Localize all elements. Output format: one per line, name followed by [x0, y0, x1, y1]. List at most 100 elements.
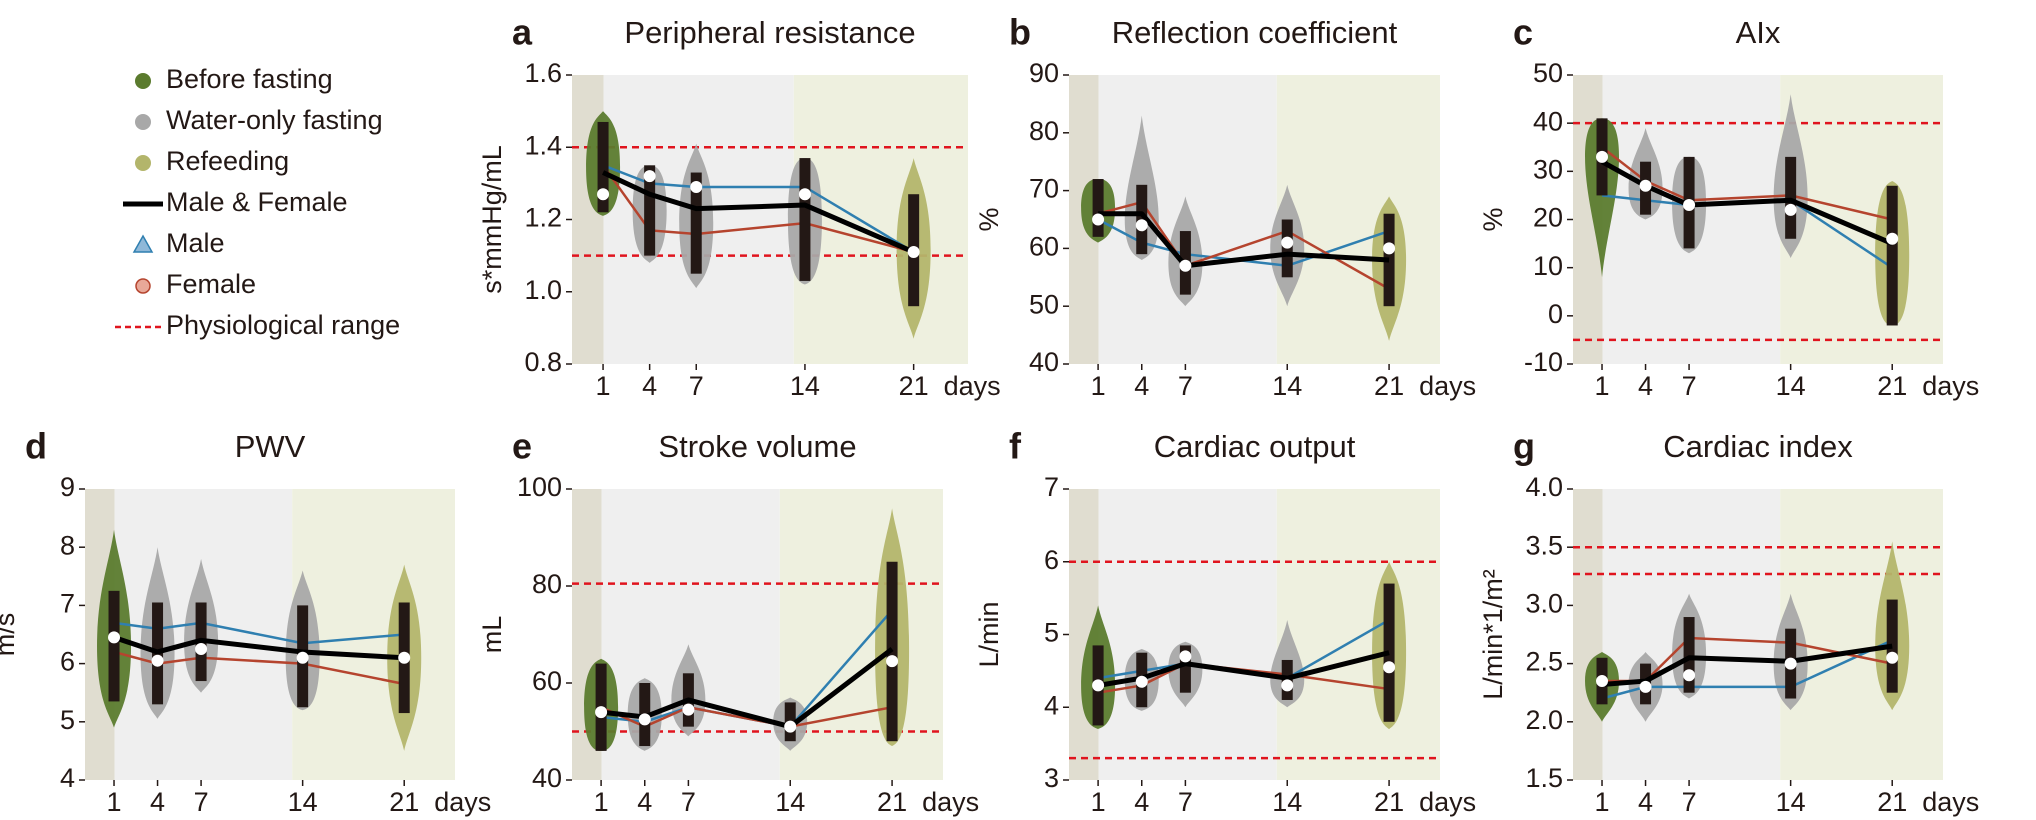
violin — [1585, 118, 1620, 278]
x-tick-label: 21 — [899, 371, 929, 401]
panel: a Peripheral resistance s*mmHg/mL 0.8 1.0 1.2… — [477, 12, 1001, 402]
panel-title: Cardiac index — [1663, 429, 1853, 464]
median-dot — [643, 170, 656, 183]
x-tick-label: 4 — [1134, 371, 1149, 401]
median-dot — [784, 720, 797, 733]
y-axis-label: L/min*1/m² — [1478, 569, 1508, 700]
series-line — [1097, 650, 1390, 688]
x-axis-label: days — [1419, 371, 1476, 401]
median-dot — [195, 643, 208, 656]
x-axis-label: days — [922, 787, 979, 817]
phase-background — [1276, 75, 1440, 364]
y-axis-label: % — [1478, 207, 1508, 231]
panel-title: Peripheral resistance — [624, 15, 915, 50]
median-dot — [638, 713, 651, 726]
y-tick-label: 100 — [517, 472, 562, 502]
x-tick-label: 1 — [107, 787, 122, 817]
y-tick-label: 3 — [1044, 763, 1059, 793]
phase-background — [292, 489, 455, 780]
phase-background — [601, 489, 780, 780]
x-tick-label: 21 — [1877, 371, 1907, 401]
y-tick-label: 5 — [60, 705, 75, 735]
y-tick-label: 8 — [60, 530, 75, 560]
y-tick-label: 60 — [1029, 232, 1059, 262]
legend-marker — [135, 73, 151, 89]
y-tick-label: 5 — [1044, 618, 1059, 648]
median-dot — [1179, 259, 1192, 272]
legend-label: Physiological range — [166, 310, 400, 340]
x-tick-label: 1 — [1595, 371, 1610, 401]
median-dot — [1383, 661, 1396, 674]
x-axis-label: days — [434, 787, 491, 817]
median-dot — [798, 188, 811, 201]
median-dot — [1683, 669, 1696, 682]
phase-background — [1276, 489, 1440, 780]
y-tick-label: 3.5 — [1525, 530, 1563, 560]
median-dot — [682, 703, 695, 716]
y-axis-label: % — [974, 207, 1004, 231]
y-tick-label: 60 — [532, 666, 562, 696]
x-tick-label: 1 — [596, 371, 611, 401]
panel-title: PWV — [235, 429, 306, 464]
panel-title: Stroke volume — [658, 429, 856, 464]
y-tick-label: 2.0 — [1525, 705, 1563, 735]
median-dot — [1886, 232, 1899, 245]
median-dot — [1683, 199, 1696, 212]
y-tick-label: 4.0 — [1525, 472, 1563, 502]
x-tick-label: 7 — [194, 787, 209, 817]
median-dot — [595, 706, 608, 719]
y-axis-label: mL — [477, 616, 507, 654]
x-tick-label: 1 — [1595, 787, 1610, 817]
y-axis-label: s*mmHg/mL — [477, 145, 507, 294]
y-tick-label: 0.8 — [524, 347, 562, 377]
median-dot — [690, 180, 703, 193]
x-tick-label: 14 — [1272, 371, 1302, 401]
x-tick-label: 4 — [1134, 787, 1149, 817]
y-tick-label: 4 — [60, 763, 75, 793]
legend-marker — [135, 278, 151, 294]
y-tick-label: 2.5 — [1525, 647, 1563, 677]
x-tick-label: 14 — [775, 787, 805, 817]
phase-background — [1098, 489, 1277, 780]
x-tick-label: 7 — [1682, 787, 1697, 817]
median-dot — [1383, 242, 1396, 255]
legend-marker — [132, 234, 154, 253]
y-tick-label: 20 — [1533, 203, 1563, 233]
y-tick-label: 40 — [1029, 347, 1059, 377]
median-dot — [1281, 236, 1294, 249]
y-tick-label: 9 — [60, 472, 75, 502]
median-dot — [597, 188, 610, 201]
y-axis-label: L/min — [974, 601, 1004, 667]
median-dot — [1092, 213, 1105, 226]
y-tick-label: 70 — [1029, 174, 1059, 204]
x-axis-label: days — [1922, 787, 1979, 817]
median-dot — [1784, 657, 1797, 670]
y-tick-label: 7 — [1044, 472, 1059, 502]
x-tick-label: 14 — [288, 787, 318, 817]
box — [597, 121, 609, 213]
median-dot — [1886, 651, 1899, 664]
legend-label: Female — [166, 269, 256, 299]
median-dot — [907, 246, 920, 259]
x-tick-label: 4 — [1638, 371, 1653, 401]
phase-background — [1780, 489, 1943, 780]
y-tick-label: 6 — [60, 647, 75, 677]
x-axis-label: days — [944, 371, 1001, 401]
panel-letter: f — [1009, 426, 1022, 467]
box — [1179, 645, 1191, 693]
panel-letter: b — [1009, 12, 1031, 53]
y-tick-label: 50 — [1029, 289, 1059, 319]
legend-marker — [135, 155, 151, 171]
y-tick-label: -10 — [1524, 347, 1563, 377]
x-tick-label: 7 — [689, 371, 704, 401]
box — [799, 158, 811, 281]
panel-title: Cardiac output — [1154, 429, 1356, 464]
x-tick-label: 21 — [389, 787, 419, 817]
legend-label: Refeeding — [166, 146, 289, 176]
median-dot — [151, 654, 164, 667]
